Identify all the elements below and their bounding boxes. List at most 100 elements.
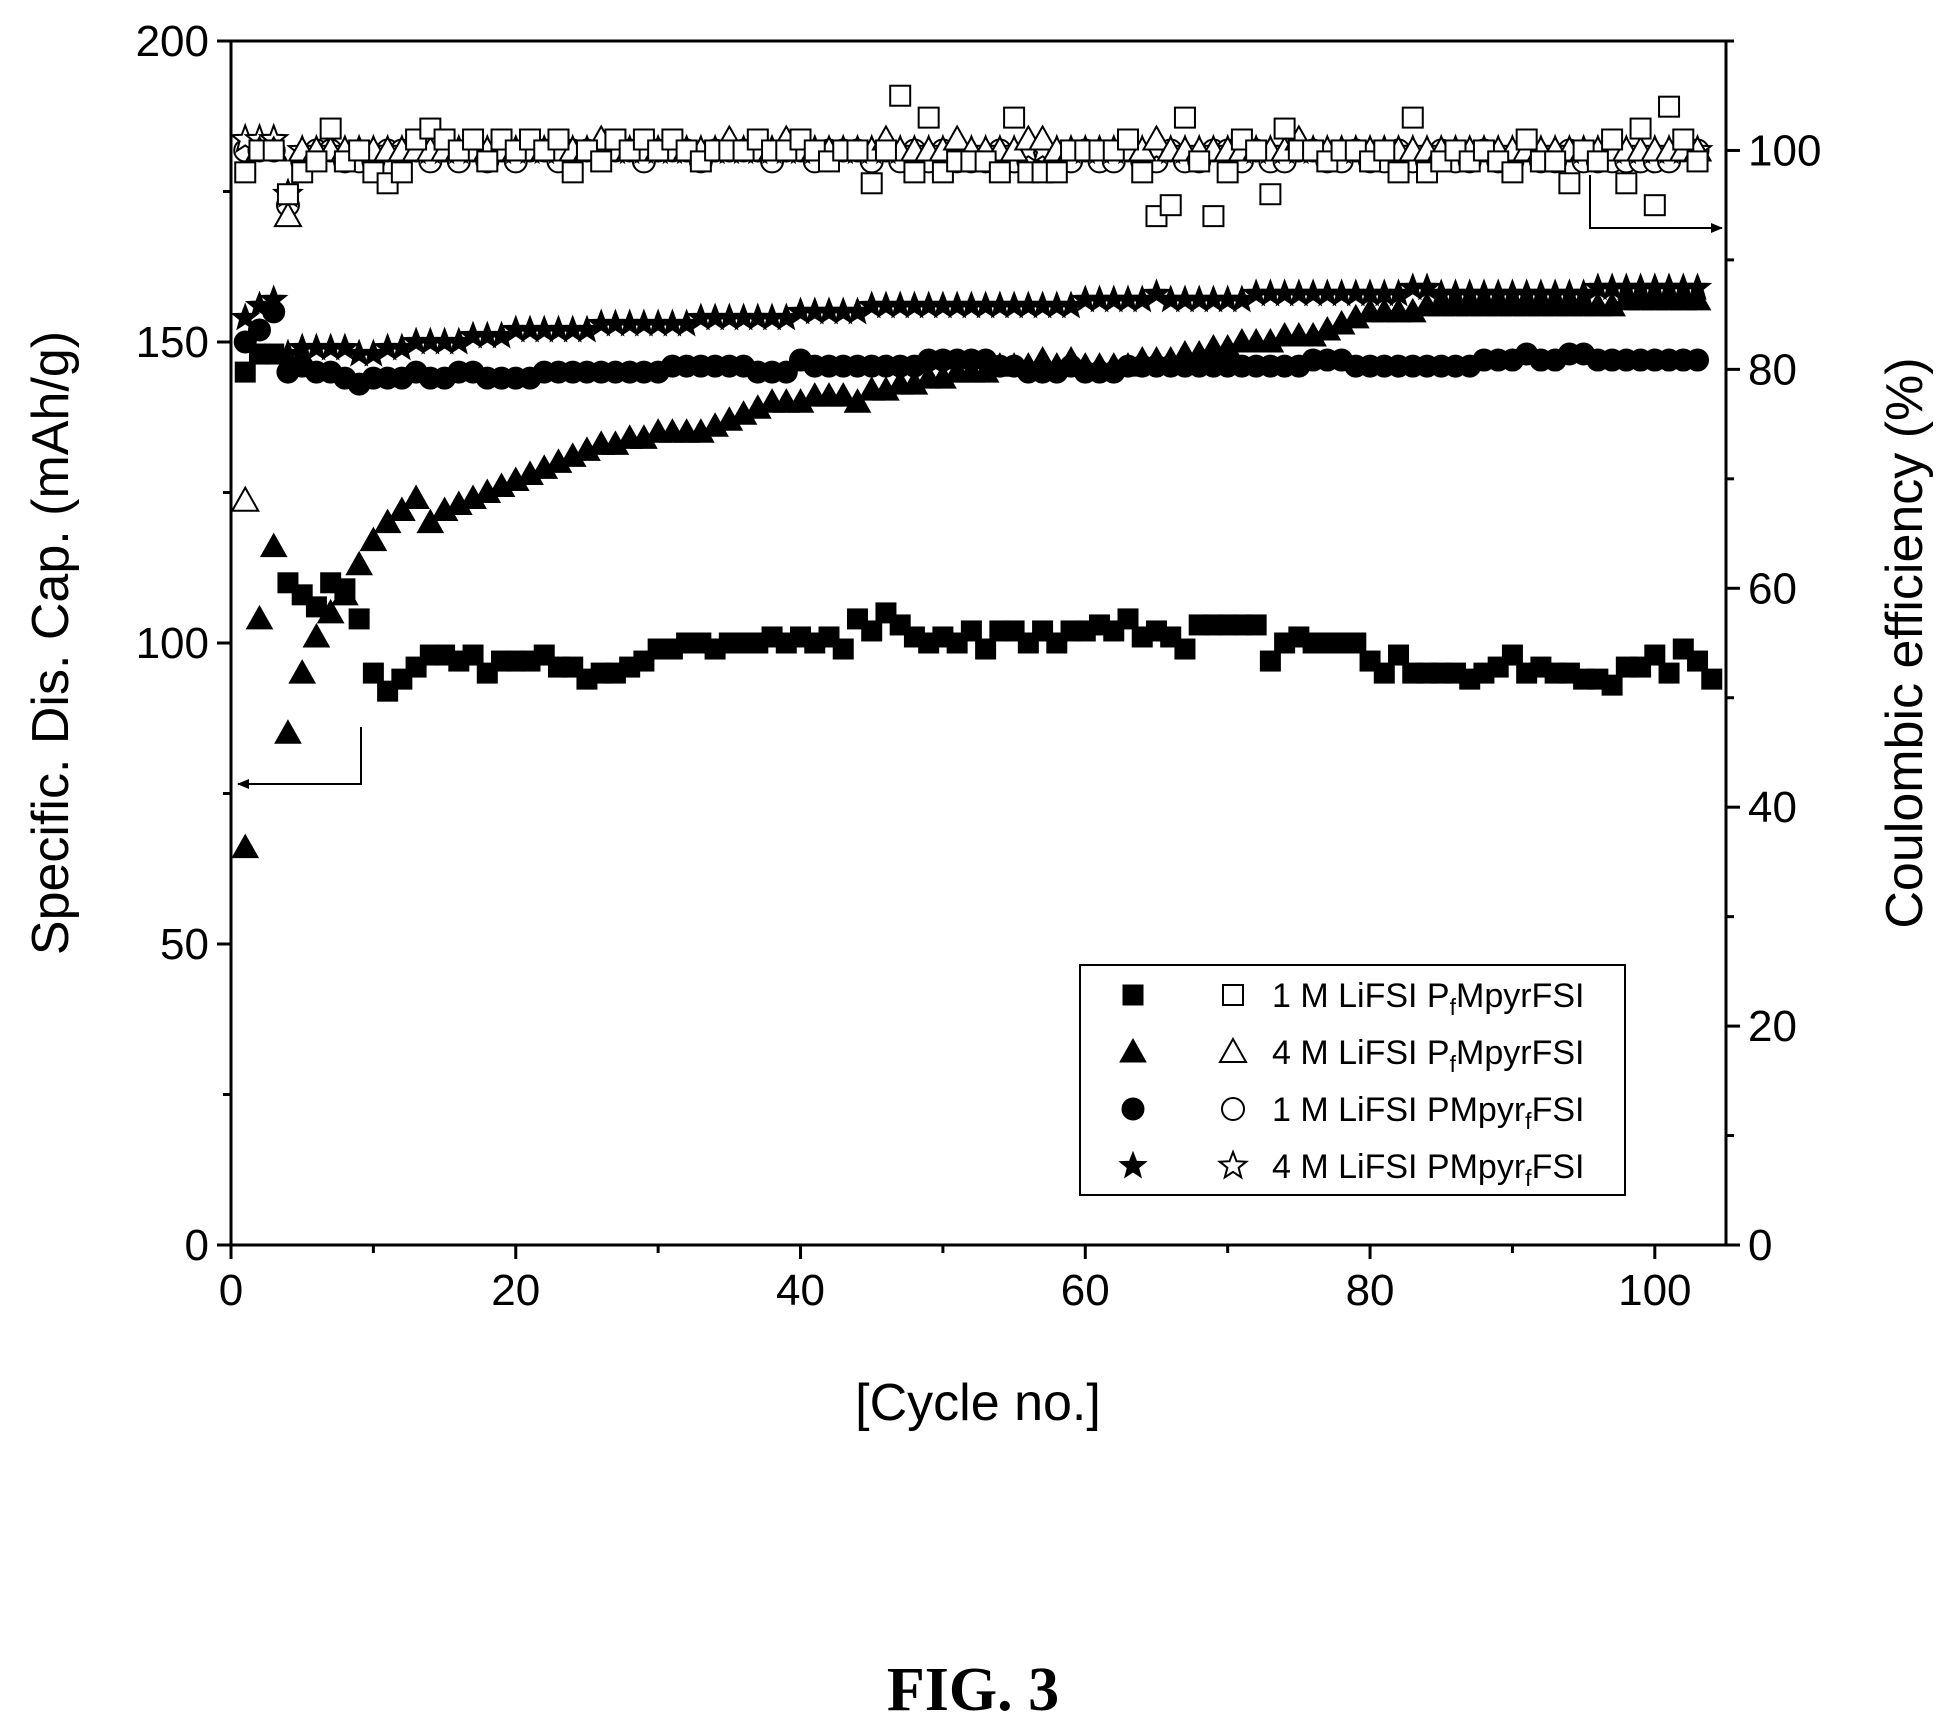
efficiency-point-square	[1045, 161, 1068, 184]
efficiency-point-square	[348, 139, 371, 162]
efficiency-point-square	[860, 172, 883, 195]
capacity-point-square	[1501, 644, 1523, 666]
efficiency-point-square	[1401, 106, 1424, 129]
figure-label: FIG. 3	[886, 1656, 1060, 1724]
efficiency-point-square	[1615, 172, 1638, 195]
legend-marker-open	[1222, 984, 1244, 1006]
efficiency-point-square	[1216, 161, 1239, 184]
efficiency-point-square	[305, 150, 328, 173]
capacity-markers	[230, 272, 1723, 859]
capacity-point-triangle	[245, 604, 274, 630]
x-tick-label: 0	[219, 1266, 243, 1315]
capacity-point-triangle	[274, 719, 302, 744]
legend-label: 1 M LiFSI PMpyrfFSI	[1272, 1091, 1584, 1134]
capacity-point-triangle	[373, 508, 402, 534]
capacity-point-star	[1141, 278, 1172, 307]
capacity-point-triangle	[345, 550, 373, 576]
capacity-point-triangle	[402, 484, 430, 510]
x-tick-label: 20	[491, 1266, 540, 1315]
capacity-point-square	[234, 361, 256, 383]
capacity-point-triangle	[1057, 346, 1085, 371]
left-axis-arrow	[237, 727, 362, 789]
y-tick-label: 100	[136, 619, 209, 668]
efficiency-point-square	[1131, 161, 1154, 184]
efficiency-point-square	[1658, 95, 1681, 118]
y2-tick-label: 60	[1748, 564, 1797, 613]
capacity-point-triangle	[1683, 285, 1712, 311]
y2-tick-label: 80	[1748, 345, 1797, 394]
efficiency-point-square	[1601, 128, 1624, 151]
efficiency-point-square	[1202, 205, 1225, 228]
efficiency-point-square	[1501, 161, 1524, 184]
legend-marker-filled	[1118, 1150, 1148, 1179]
efficiency-point-square	[1387, 161, 1410, 184]
capacity-point-square	[263, 343, 285, 365]
y-axis-title: Specific. Dis. Cap. (mAh/g)	[22, 331, 80, 955]
y-tick-label: 50	[160, 920, 209, 969]
capacity-point-circle	[247, 318, 271, 342]
capacity-point-square	[1388, 644, 1410, 666]
efficiency-point-square	[1188, 150, 1211, 173]
efficiency-point-square	[846, 139, 869, 162]
capacity-point-square	[1345, 632, 1367, 654]
capacity-point-triangle	[231, 833, 260, 859]
y2-tick-label: 0	[1748, 1221, 1772, 1270]
efficiency-point-square	[874, 139, 897, 162]
x-axis-title: [Cycle no.]	[855, 1374, 1101, 1432]
capacity-point-square	[305, 596, 327, 618]
capacity-point-square	[1701, 668, 1723, 690]
efficiency-point-triangle	[273, 201, 303, 228]
capacity-point-square	[861, 620, 883, 642]
efficiency-point-square	[234, 161, 257, 184]
efficiency-point-square	[1117, 128, 1139, 151]
legend: 1 M LiFSI PfMpyrFSI 4 M LiFSI PfMpyrFSI 1 …	[1079, 964, 1626, 1196]
legend-box	[1079, 964, 1626, 1196]
efficiency-point-square	[1558, 172, 1581, 195]
x-tick-label: 40	[776, 1266, 825, 1315]
capacity-point-triangle	[843, 388, 872, 413]
capacity-point-square	[975, 638, 997, 660]
efficiency-point-square	[319, 117, 342, 140]
y-tick-label: 200	[136, 17, 209, 66]
capacity-point-triangle	[288, 659, 317, 684]
capacity-point-square	[1174, 638, 1196, 660]
capacity-point-square	[1644, 644, 1666, 666]
efficiency-point-square	[1373, 139, 1396, 162]
x-tick-label: 80	[1346, 1266, 1395, 1315]
legend-marker-filled	[1121, 1097, 1145, 1121]
capacity-point-circle	[1686, 348, 1710, 372]
legend-marker-filled	[1122, 984, 1144, 1006]
efficiency-point-square	[547, 128, 570, 151]
capacity-point-triangle	[302, 622, 331, 648]
capacity-point-triangle	[829, 382, 858, 407]
capacity-point-square	[348, 608, 370, 630]
efficiency-point-square	[1586, 150, 1609, 173]
efficiency-point-square	[1515, 128, 1538, 151]
efficiency-markers	[229, 84, 1714, 512]
efficiency-point-square	[590, 150, 613, 173]
efficiency-point-square	[262, 139, 285, 162]
efficiency-point-square	[1672, 128, 1695, 151]
efficiency-point-square	[1544, 150, 1567, 173]
efficiency-point-square	[903, 161, 926, 184]
efficiency-point-square	[1259, 183, 1282, 206]
capacity-point-square	[1687, 650, 1709, 672]
x-tick-label: 100	[1618, 1266, 1691, 1315]
capacity-point-triangle	[259, 532, 288, 558]
legend-marker-filled	[1119, 1037, 1147, 1063]
x-tick-label: 60	[1061, 1266, 1110, 1315]
capacity-point-square	[1245, 614, 1267, 636]
y2-axis-title: Coulombic efficiency (%)	[1876, 357, 1934, 928]
capacity-point-triangle	[359, 526, 388, 552]
efficiency-point-square	[390, 161, 413, 184]
efficiency-point-square	[1159, 194, 1182, 217]
efficiency-point-square	[276, 183, 299, 206]
y2-tick-label: 20	[1748, 1002, 1797, 1051]
capacity-point-square	[362, 662, 384, 684]
capacity-point-star	[259, 284, 289, 313]
efficiency-point-triangle	[1141, 124, 1172, 151]
y2-tick-label: 40	[1748, 783, 1797, 832]
y-tick-label: 150	[136, 318, 209, 367]
capacity-point-square	[462, 644, 484, 666]
axis-ticks	[217, 39, 1740, 1259]
